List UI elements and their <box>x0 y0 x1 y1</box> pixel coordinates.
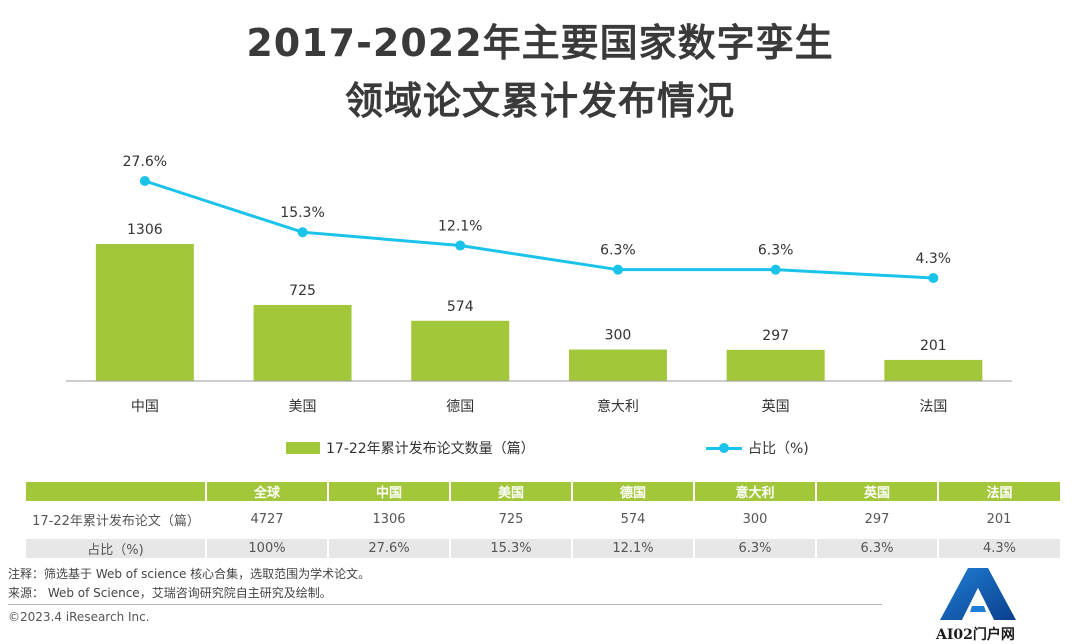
logo-text: AI02门户网 <box>936 627 1015 643</box>
combo-chart: 1306 725 574 300 297 201 27.6% 15.3% 12.1% 6.3% 6… <box>66 154 1012 415</box>
table-header-cell: 中国 <box>327 482 450 501</box>
footer-divider <box>8 604 882 605</box>
line-value-label: 27.6% <box>123 154 167 170</box>
ai02-logo-icon <box>940 568 1016 620</box>
table-header-cell: 全球 <box>205 482 328 501</box>
source-note: 来源： Web of Science，艾瑞咨询研究院自主研究及绘制。 <box>8 586 332 600</box>
table-header-cell <box>26 482 206 501</box>
table-row: 17-22年累计发布论文（篇） 4727 1306 725 574 300 29… <box>26 501 1060 538</box>
line-point <box>297 227 308 238</box>
legend-bar-label: 17-22年累计发布论文数量（篇） <box>326 441 535 457</box>
bar <box>568 349 667 381</box>
copyright: ©2023.4 iResearch Inc. <box>8 610 150 624</box>
table-cell: 6.3% <box>693 538 816 558</box>
bar-value-label: 201 <box>920 338 947 354</box>
line-value-label: 15.3% <box>280 205 324 221</box>
data-table: 全球 中国 美国 德国 意大利 英国 法国 17-22年累计发布论文（篇） 47… <box>26 482 1060 558</box>
x-tick-label: 美国 <box>289 399 317 415</box>
table-header-cell: 意大利 <box>693 482 816 501</box>
legend-bar: 17-22年累计发布论文数量（篇） <box>286 438 535 458</box>
table-row-label: 占比（%) <box>26 538 206 558</box>
x-tick-label: 意大利 <box>597 398 639 415</box>
table-cell: 15.3% <box>449 538 572 558</box>
table-cell: 4.3% <box>937 538 1060 558</box>
x-tick-label: 法国 <box>919 399 947 415</box>
x-tick-label: 德国 <box>446 399 474 415</box>
table-cell: 574 <box>620 511 646 527</box>
series-line <box>144 179 934 280</box>
bar-series: 1306 725 574 300 297 201 <box>95 222 983 381</box>
chart-title-line2: 领域论文累计发布情况 <box>344 79 735 123</box>
line-point <box>928 273 939 283</box>
table-header-cell: 英国 <box>815 482 938 501</box>
legend-line-swatch <box>706 442 742 454</box>
table-cell: 4727 <box>250 511 284 527</box>
line-value-label: 12.1% <box>438 219 482 235</box>
legend-line: 占比（%) <box>706 438 809 458</box>
chart-title-line1: 2017-2022年主要国家数字孪生 <box>246 21 834 65</box>
footnote: 注释：筛选基于 Web of science 核心合集，选取范围为学术论文。 <box>8 567 371 581</box>
table-cell: 1306 <box>372 511 406 527</box>
bar <box>253 304 352 381</box>
bar <box>884 359 983 381</box>
legend-bar-swatch <box>286 442 320 454</box>
line-value-label: 6.3% <box>758 243 794 259</box>
line-point <box>455 240 466 251</box>
x-axis-labels: 中国 美国 德国 意大利 英国 法国 <box>131 398 947 415</box>
table-cell: 201 <box>986 511 1012 527</box>
bar <box>411 320 510 381</box>
table-row-label: 17-22年累计发布论文（篇） <box>32 513 200 529</box>
bar-value-label: 725 <box>289 283 316 299</box>
table-cell: 725 <box>498 511 524 527</box>
table-cell: 6.3% <box>815 538 938 558</box>
table-header-cell: 美国 <box>449 482 572 501</box>
bar-value-label: 297 <box>762 328 789 344</box>
table-row: 占比（%) 100% 27.6% 15.3% 12.1% 6.3% 6.3% 4… <box>26 538 1060 558</box>
line-point <box>770 264 781 275</box>
bar-value-label: 300 <box>605 328 632 344</box>
table-header-cell: 德国 <box>571 482 694 501</box>
table-cell: 100% <box>205 538 328 558</box>
table-cell: 300 <box>742 511 768 527</box>
bar <box>726 349 825 381</box>
table-header-row: 全球 中国 美国 德国 意大利 英国 法国 <box>26 482 1060 501</box>
line-point <box>139 176 150 186</box>
x-tick-label: 中国 <box>131 399 159 415</box>
bar <box>95 244 194 381</box>
legend-line-label: 占比（%) <box>748 441 809 457</box>
line-value-label: 6.3% <box>600 243 636 259</box>
x-tick-label: 英国 <box>762 398 790 415</box>
table-cell: 27.6% <box>327 538 450 558</box>
line-value-label: 4.3% <box>916 251 952 267</box>
line-series: 27.6% 15.3% 12.1% 6.3% 6.3% 4.3% <box>123 154 952 283</box>
table-header-cell: 法国 <box>937 482 1060 501</box>
bar-value-label: 1306 <box>127 222 163 238</box>
bar-value-label: 574 <box>447 299 474 315</box>
line-point <box>612 264 623 275</box>
table-cell: 297 <box>864 511 890 527</box>
table-cell: 12.1% <box>571 538 694 558</box>
